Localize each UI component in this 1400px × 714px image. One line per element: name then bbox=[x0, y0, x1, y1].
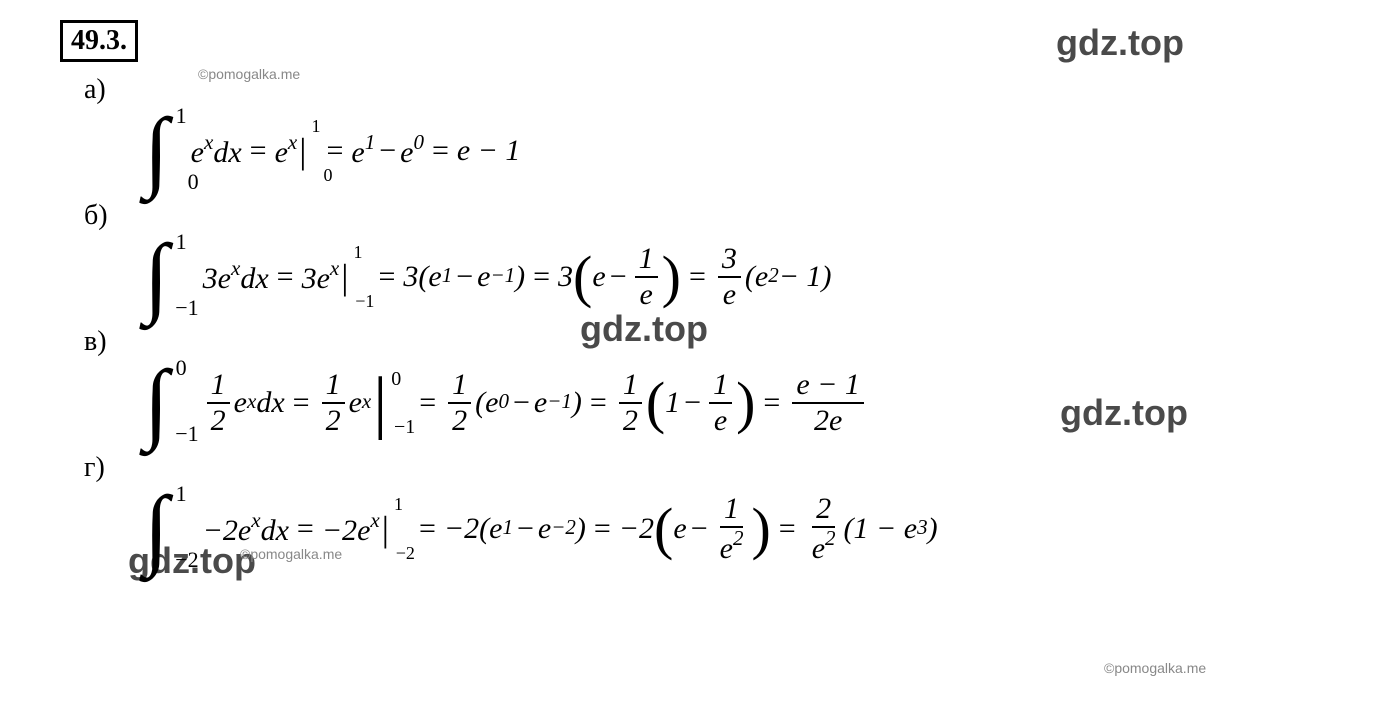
watermark-pomogalka: ©pomogalka.me bbox=[240, 546, 342, 562]
problem-number: 49.3. bbox=[60, 20, 138, 62]
watermark-pomogalka: ©pomogalka.me bbox=[1104, 660, 1206, 676]
part-c-label: в) bbox=[84, 326, 1340, 358]
watermark-gdz: gdz.top bbox=[580, 308, 708, 350]
part-d-label: г) bbox=[84, 452, 1340, 484]
watermark-pomogalka: ©pomogalka.me bbox=[198, 66, 300, 82]
watermark-gdz: gdz.top bbox=[1056, 22, 1184, 64]
equation-a: ∫ 1 0 exdx = ex | 1 0 = e1 − e0 = e − 1 bbox=[144, 106, 1340, 196]
equation-b: ∫ 1 −1 3exdx = 3ex | 1 −1 = 3(e1 − e−1) … bbox=[144, 232, 1340, 322]
watermark-gdz: gdz.top bbox=[1060, 392, 1188, 434]
part-b-label: б) bbox=[84, 200, 1340, 232]
